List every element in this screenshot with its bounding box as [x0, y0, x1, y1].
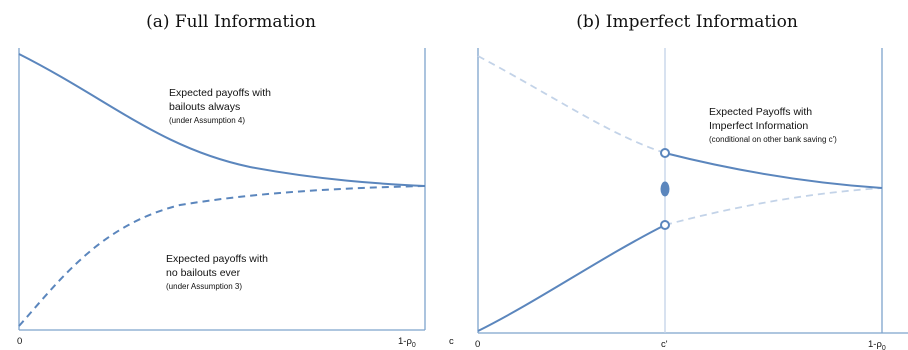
panel-b-lower-point	[660, 220, 670, 230]
panel-b-expected-point	[660, 181, 670, 197]
panel-b-tick-c-prime: c'	[661, 339, 668, 350]
panel-b-annotation-line-1: Expected Payoffs with	[709, 106, 812, 118]
panel-a-tick-end: 1-ρ0	[398, 336, 416, 349]
panel-b-lower-payoff-curve	[477, 224, 666, 332]
panel-b-upper-point	[660, 148, 670, 158]
panel-b-faint-upper-curve	[477, 55, 666, 154]
panel-b-annotation-line-2: Imperfect Information	[709, 120, 808, 132]
panel-b-plot: Expected Payoffs with Imperfect Informat…	[475, 48, 908, 350]
panel-a-tick-zero: 0	[17, 336, 22, 347]
panel-a-annotation-2-line-1: Expected payoffs with	[166, 253, 268, 265]
panel-b-upper-payoff-curve	[664, 152, 883, 189]
panel-b-tick-end: 1-ρ0	[868, 339, 886, 350]
panel-a-annotation-2-line-2: no bailouts ever	[166, 267, 241, 279]
panel-a-no-bailouts-curve	[18, 185, 426, 327]
panel-b-faint-lower-curve	[664, 187, 883, 226]
panel-a-annotation-1-line-1: Expected payoffs with	[169, 87, 271, 99]
panel-a-axis-variable: c	[449, 336, 454, 347]
panel-a-bailouts-always-curve	[18, 53, 426, 187]
panel-b-title: (b) Imperfect Information	[576, 12, 798, 32]
panel-b-annotation-line-3: (conditional on other bank saving c')	[709, 135, 837, 144]
panel-a-title: (a) Full Information	[146, 12, 316, 32]
panel-a-annotation-1-line-3: (under Assumption 4)	[169, 116, 245, 125]
panel-a-annotation-1-line-2: bailouts always	[169, 101, 240, 113]
panel-a-plot: Expected payoffs with bailouts always (u…	[17, 48, 454, 349]
panel-a-annotation-2-line-3: (under Assumption 3)	[166, 282, 242, 291]
panel-b-tick-zero: 0	[475, 339, 480, 350]
